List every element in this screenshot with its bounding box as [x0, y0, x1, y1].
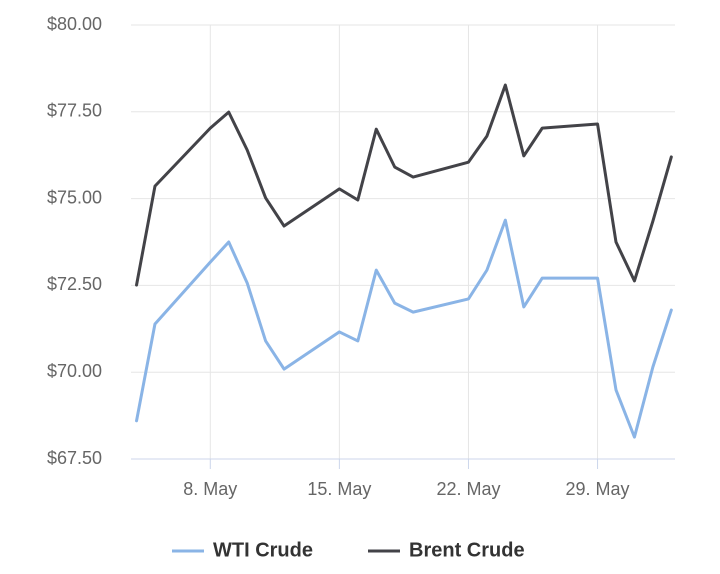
x-tick-label: 29. May: [566, 479, 630, 499]
legend-label: WTI Crude: [213, 539, 313, 561]
series-line: [135, 218, 673, 439]
x-tick-label: 15. May: [307, 479, 371, 499]
y-tick-label: $77.50: [47, 101, 102, 121]
y-tick-label: $75.00: [47, 187, 102, 207]
series-line: [135, 83, 673, 287]
y-tick-label: $80.00: [47, 14, 102, 34]
y-tick-label: $70.00: [47, 361, 102, 381]
x-tick-label: 8. May: [183, 479, 237, 499]
y-tick-label: $67.50: [47, 448, 102, 468]
y-tick-label: $72.50: [47, 274, 102, 294]
x-tick-label: 22. May: [436, 479, 500, 499]
legend-label: Brent Crude: [409, 539, 525, 561]
